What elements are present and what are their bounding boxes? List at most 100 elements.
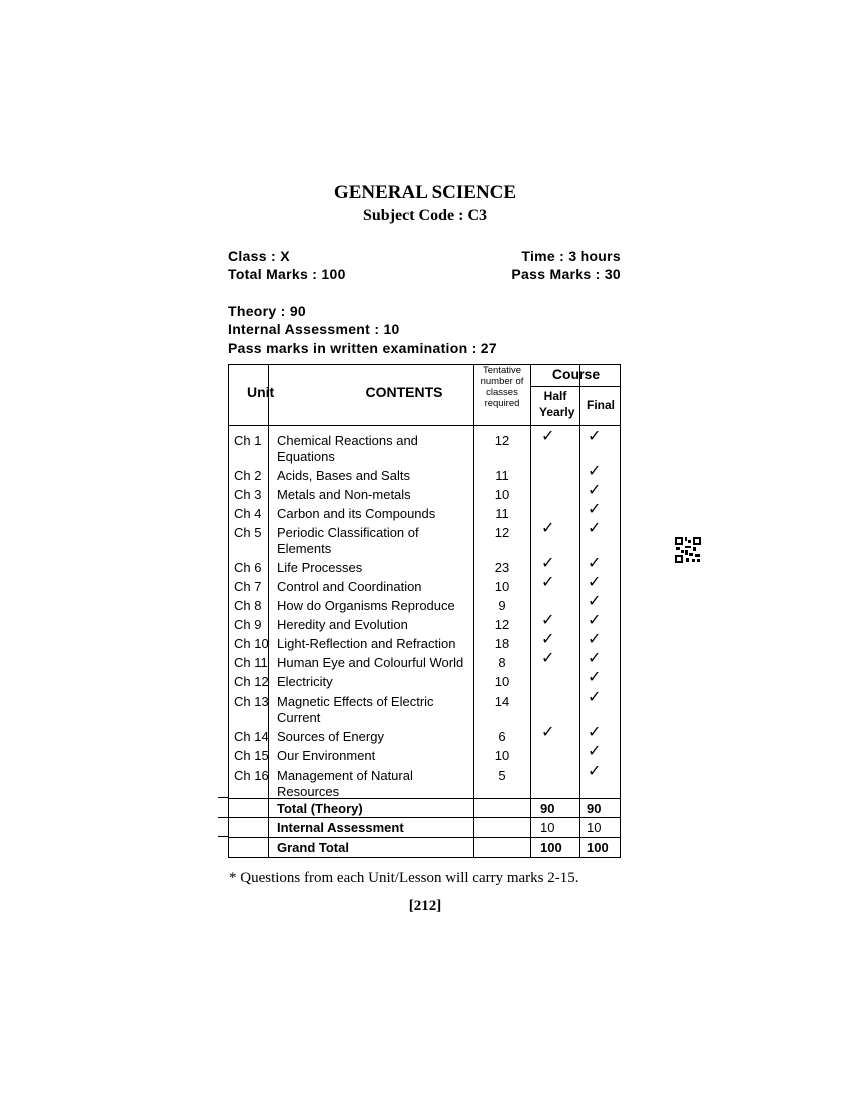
row-unit: Ch 2 (234, 468, 262, 483)
time-label: Time : 3 hours (521, 248, 621, 264)
total-label: Grand Total (277, 840, 349, 855)
total-half-yearly: 90 (540, 801, 555, 816)
check-icon: ✓ (588, 428, 602, 445)
row-classes: 10 (494, 674, 510, 689)
row-content: Light-Reflection and Refraction (277, 636, 456, 651)
class-label: Class : X (228, 248, 290, 264)
theory-marks: Theory : 90 (228, 303, 306, 319)
header-contents: CONTENTS (365, 384, 443, 400)
row-unit: Ch 7 (234, 579, 262, 594)
row-unit: Ch 9 (234, 617, 262, 632)
total-final: 10 (587, 820, 602, 835)
row-classes: 23 (494, 560, 510, 575)
header-final: Final (586, 398, 615, 412)
row-classes: 12 (494, 617, 510, 632)
check-icon: ✓ (588, 763, 602, 780)
check-icon: ✓ (588, 520, 602, 537)
check-icon: ✓ (588, 482, 602, 499)
check-icon: ✓ (588, 724, 602, 741)
row-content: Periodic Classification of Elements (277, 525, 419, 556)
check-icon: ✓ (541, 555, 555, 572)
total-half-yearly: 10 (540, 820, 555, 835)
row-content: Control and Coordination (277, 579, 422, 594)
check-icon: ✓ (588, 689, 602, 706)
row-classes: 10 (494, 487, 510, 502)
row-classes: 12 (494, 433, 510, 448)
syllabus-table: Unit CONTENTS Tentative number of classe… (228, 364, 621, 858)
row-content: Management of Natural Resources (277, 768, 413, 799)
row-classes: 6 (498, 729, 506, 744)
check-icon: ✓ (588, 612, 602, 629)
total-label: Internal Assessment (277, 820, 404, 835)
header-half-yearly: Half Yearly (539, 389, 575, 419)
total-final: 100 (587, 840, 609, 855)
row-content: Magnetic Effects of Electric Current (277, 694, 434, 725)
row-unit: Ch 6 (234, 560, 262, 575)
check-icon: ✓ (588, 743, 602, 760)
check-icon: ✓ (588, 463, 602, 480)
row-unit: Ch 5 (234, 525, 262, 540)
internal-assessment-marks: Internal Assessment : 10 (228, 321, 400, 337)
pass-marks: Pass Marks : 30 (511, 266, 621, 282)
subject-code: Subject Code : C3 (363, 207, 487, 224)
check-icon: ✓ (588, 555, 602, 572)
total-half-yearly: 100 (540, 840, 562, 855)
check-icon: ✓ (588, 631, 602, 648)
row-unit: Ch 8 (234, 598, 262, 613)
check-icon: ✓ (541, 520, 555, 537)
row-classes: 11 (495, 506, 509, 521)
row-unit: Ch 1 (234, 433, 262, 448)
check-icon: ✓ (541, 612, 555, 629)
header-classes: Tentative number of classes required (480, 365, 524, 409)
row-classes: 9 (498, 598, 506, 613)
page-title: GENERAL SCIENCE (333, 182, 517, 203)
row-content: Life Processes (277, 560, 363, 575)
row-unit: Ch 13 (234, 694, 269, 709)
total-label: Total (Theory) (277, 801, 363, 816)
row-content: Chemical Reactions and Equations (277, 433, 418, 464)
row-classes: 18 (494, 636, 510, 651)
row-content: Electricity (277, 674, 333, 689)
row-unit: Ch 16 (234, 768, 269, 783)
row-unit: Ch 12 (234, 674, 269, 689)
total-final: 90 (587, 801, 602, 816)
row-classes: 11 (495, 468, 509, 483)
row-content: Metals and Non-metals (277, 487, 411, 502)
check-icon: ✓ (541, 724, 555, 741)
row-classes: 5 (498, 768, 506, 783)
row-content: Heredity and Evolution (277, 617, 408, 632)
row-classes: 14 (494, 694, 510, 709)
row-unit: Ch 3 (234, 487, 262, 502)
row-classes: 10 (494, 748, 510, 763)
row-content: Carbon and its Compounds (277, 506, 436, 521)
check-icon: ✓ (588, 650, 602, 667)
row-unit: Ch 11 (234, 655, 268, 670)
check-icon: ✓ (541, 631, 555, 648)
row-classes: 12 (494, 525, 510, 540)
check-icon: ✓ (541, 574, 555, 591)
footnote: * Questions from each Unit/Lesson will c… (229, 870, 579, 886)
row-unit: Ch 4 (234, 506, 262, 521)
check-icon: ✓ (588, 501, 602, 518)
total-marks: Total Marks : 100 (228, 266, 346, 282)
row-content: Sources of Energy (277, 729, 384, 744)
row-classes: 10 (494, 579, 510, 594)
check-icon: ✓ (541, 650, 555, 667)
row-classes: 8 (498, 655, 506, 670)
row-content: Human Eye and Colourful World (277, 655, 464, 670)
page-number: [212] (408, 898, 442, 914)
check-icon: ✓ (588, 669, 602, 686)
pass-written-marks: Pass marks in written examination : 27 (228, 340, 497, 356)
row-content: Acids, Bases and Salts (277, 468, 410, 483)
qr-code-icon (675, 537, 701, 563)
row-content: How do Organisms Reproduce (277, 598, 455, 613)
row-content: Our Environment (277, 748, 376, 763)
header-unit: Unit (247, 384, 275, 400)
check-icon: ✓ (541, 428, 555, 445)
check-icon: ✓ (588, 574, 602, 591)
row-unit: Ch 14 (234, 729, 269, 744)
row-unit: Ch 15 (234, 748, 269, 763)
check-icon: ✓ (588, 593, 602, 610)
row-unit: Ch 10 (234, 636, 269, 651)
